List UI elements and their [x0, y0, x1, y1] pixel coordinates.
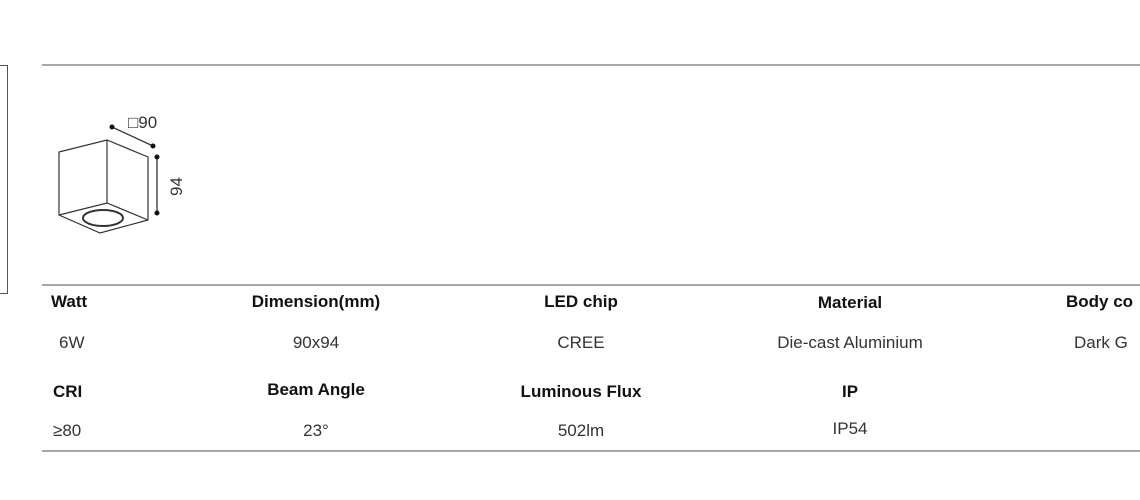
spec-header-luminous-flux: Luminous Flux — [520, 382, 642, 401]
spec-header-beam-angle: Beam Angle — [267, 380, 365, 399]
spec-header-cri: CRI — [53, 382, 83, 401]
left-frame-border — [0, 65, 8, 294]
width-dimension-label: □90 — [128, 113, 157, 132]
spec-header-body-color: Body co — [1066, 292, 1134, 311]
spec-header-watt: Watt — [51, 292, 88, 311]
spec-value-ip: IP54 — [832, 419, 868, 438]
spec-header-ip: IP — [841, 382, 859, 401]
table-top-divider — [42, 284, 1140, 286]
spec-value-led-chip: CREE — [557, 333, 605, 352]
spec-value-cri: ≥80 — [53, 421, 82, 440]
top-divider — [42, 64, 1140, 66]
spec-value-beam-angle: 23° — [303, 421, 329, 440]
product-dimension-drawing: □90 94 — [58, 113, 186, 234]
spec-header-led-chip: LED chip — [544, 292, 618, 311]
spec-value-material: Die-cast Aluminium — [777, 333, 923, 352]
height-dimension-label: 94 — [167, 177, 186, 196]
spec-value-watt: 6W — [59, 333, 85, 352]
spec-value-body-color: Dark G — [1074, 333, 1128, 352]
spec-value-dimension: 90x94 — [292, 333, 340, 352]
spec-value-luminous-flux: 502lm — [557, 421, 605, 440]
spec-header-dimension: Dimension(mm) — [251, 292, 381, 311]
table-bottom-divider — [42, 450, 1140, 452]
spec-header-material: Material — [817, 293, 883, 312]
